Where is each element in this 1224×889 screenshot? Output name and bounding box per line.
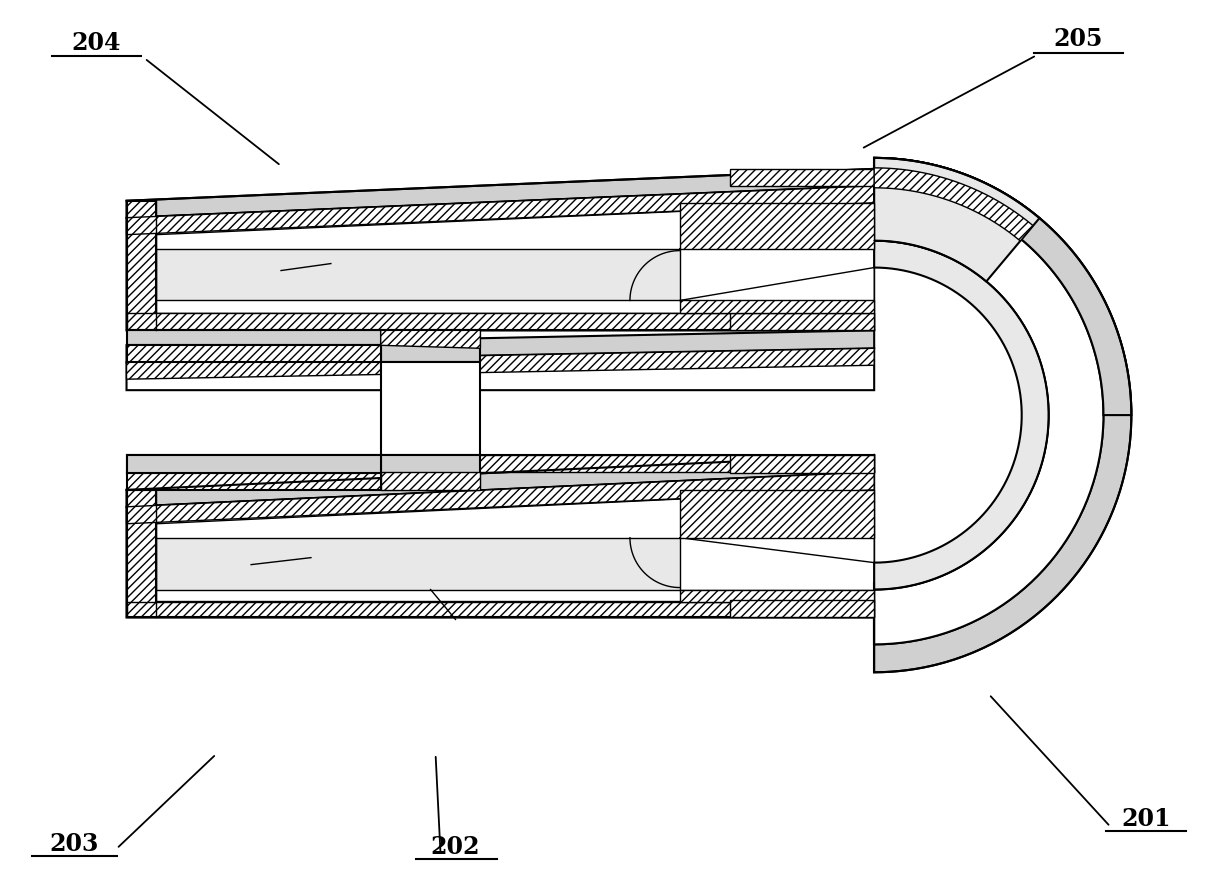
Polygon shape [157, 249, 679, 300]
Polygon shape [874, 158, 1022, 228]
Polygon shape [679, 589, 874, 602]
Polygon shape [381, 455, 480, 490]
Polygon shape [874, 186, 971, 257]
Polygon shape [730, 455, 874, 473]
Polygon shape [157, 538, 679, 589]
Polygon shape [126, 472, 874, 524]
Polygon shape [126, 186, 874, 235]
Polygon shape [679, 203, 874, 249]
Polygon shape [126, 473, 381, 490]
Polygon shape [126, 314, 874, 331]
Polygon shape [679, 490, 874, 538]
Polygon shape [126, 331, 874, 362]
Polygon shape [126, 455, 874, 472]
Polygon shape [126, 602, 874, 618]
Polygon shape [126, 348, 874, 380]
Polygon shape [126, 472, 874, 618]
Polygon shape [381, 331, 480, 362]
Polygon shape [126, 348, 874, 390]
Polygon shape [730, 314, 874, 331]
Text: 205: 205 [1054, 28, 1103, 52]
Text: 201: 201 [1121, 807, 1171, 831]
Polygon shape [126, 169, 874, 218]
Polygon shape [381, 472, 480, 490]
Polygon shape [126, 455, 874, 473]
Polygon shape [679, 300, 874, 314]
Polygon shape [730, 169, 874, 186]
Polygon shape [126, 455, 381, 473]
Polygon shape [874, 168, 1033, 241]
Polygon shape [381, 362, 480, 455]
Polygon shape [126, 345, 381, 362]
Polygon shape [874, 158, 1131, 672]
Text: 202: 202 [431, 835, 480, 859]
Polygon shape [126, 201, 157, 331]
Polygon shape [381, 331, 480, 348]
Polygon shape [126, 390, 874, 455]
Text: 204: 204 [72, 31, 121, 55]
Polygon shape [874, 186, 1103, 645]
Text: 203: 203 [49, 832, 98, 856]
Polygon shape [126, 331, 381, 345]
Polygon shape [157, 490, 874, 602]
Polygon shape [126, 490, 157, 618]
Polygon shape [126, 186, 874, 331]
Polygon shape [874, 241, 1049, 589]
Polygon shape [730, 599, 874, 618]
Polygon shape [126, 455, 874, 507]
Polygon shape [874, 158, 1131, 415]
Polygon shape [157, 203, 874, 314]
Polygon shape [874, 158, 1039, 282]
